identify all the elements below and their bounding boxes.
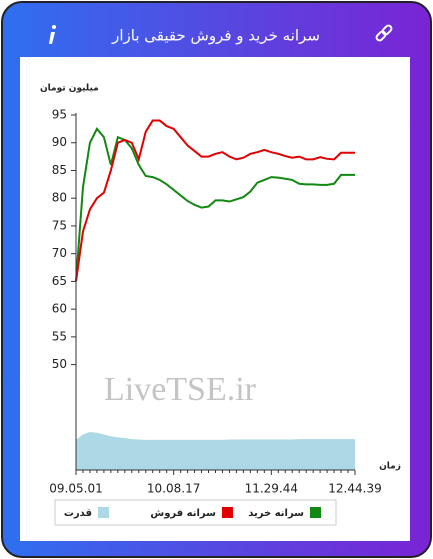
x-tick-label: 10.08.17: [147, 482, 200, 496]
info-icon[interactable]: [49, 25, 56, 44]
x-tick-label: 09.05.01: [49, 482, 102, 496]
y-tick-label: 80: [52, 191, 67, 205]
legend-label: سرانه فروش: [150, 508, 216, 519]
chart-title: سرانه خرید و فروش حقیقی بازار: [111, 27, 320, 45]
x-tick-label: 11.29.44: [245, 482, 298, 496]
line: [75, 127, 355, 282]
watermark: LiveTSE.ir: [104, 371, 257, 408]
y-axis-label: میلیون تومان: [40, 84, 99, 94]
y-tick-label: 50: [52, 357, 67, 371]
legend-label: سرانه خرید: [248, 508, 304, 519]
legend-swatch: [222, 507, 233, 518]
y-tick-label: 75: [52, 218, 67, 232]
x-tick-label: 12.44.39: [328, 482, 381, 496]
y-tick-label: 60: [52, 302, 67, 316]
y-tick-label: 95: [52, 108, 67, 122]
line: [75, 119, 355, 282]
y-tick-label: 55: [52, 329, 67, 343]
y-tick-label: 85: [52, 163, 67, 177]
legend-swatch: [310, 507, 321, 518]
y-tick-label: 70: [52, 246, 67, 260]
y-tick-label: 65: [52, 274, 67, 288]
legend-swatch: [98, 507, 109, 518]
x-axis-label: زمان: [379, 462, 401, 472]
link-icon[interactable]: [375, 24, 393, 42]
y-tick-label: 90: [52, 135, 67, 149]
legend-label: قدرت: [64, 508, 92, 519]
area: [76, 432, 355, 470]
